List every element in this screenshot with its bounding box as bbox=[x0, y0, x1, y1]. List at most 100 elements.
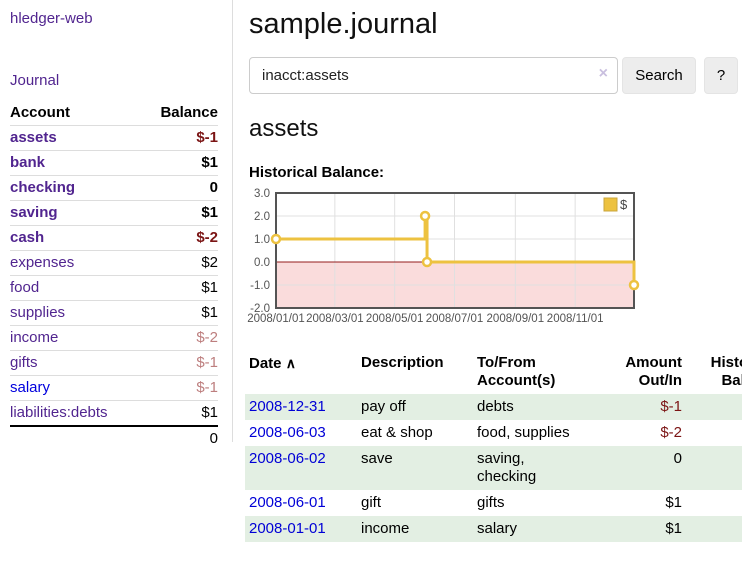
account-link-saving[interactable]: saving bbox=[10, 204, 58, 221]
account-link-bank[interactable]: bank bbox=[10, 154, 46, 171]
sidebar-nav: Journal bbox=[10, 72, 232, 89]
clear-search-icon[interactable]: × bbox=[598, 65, 608, 82]
transaction-date-link[interactable]: 2008-01-01 bbox=[249, 520, 326, 537]
account-link-food[interactable]: food bbox=[10, 279, 40, 296]
account-balance: $-1 bbox=[140, 125, 218, 151]
y-tick-label: 2.0 bbox=[254, 211, 270, 223]
transaction-balance: $1 bbox=[682, 516, 742, 542]
account-name-cell: cash bbox=[10, 225, 141, 251]
account-row: gifts $-1 bbox=[10, 350, 218, 376]
y-tick-label: 0.0 bbox=[254, 257, 270, 269]
transaction-amount: $1 bbox=[665, 520, 682, 537]
account-name-cell: bank bbox=[10, 150, 141, 176]
transaction-accounts: debts bbox=[477, 398, 514, 415]
account-balance: $-1 bbox=[140, 375, 218, 401]
y-tick-label: -2.0 bbox=[250, 303, 270, 315]
account-link-assets[interactable]: assets bbox=[10, 129, 57, 146]
account-link-gifts[interactable]: gifts bbox=[10, 354, 38, 371]
transaction-balance: 0 bbox=[682, 420, 742, 446]
transaction-row: 2008-06-03 eat & shop food, supplies $-20 bbox=[245, 420, 742, 446]
account-name-cell: saving bbox=[10, 200, 141, 226]
register-header-description: Description bbox=[361, 354, 444, 371]
x-tick-label: 2008/03/01 bbox=[306, 313, 364, 325]
account-row: cash $-2 bbox=[10, 225, 218, 251]
transaction-description: gift bbox=[361, 494, 382, 511]
x-tick-label: 2008/09/01 bbox=[487, 313, 545, 325]
account-link-checking[interactable]: checking bbox=[10, 179, 76, 196]
accounts-total-value: 0 bbox=[140, 425, 218, 451]
account-link-income[interactable]: income bbox=[10, 329, 59, 346]
transaction-date-cell: 2008-12-31 bbox=[245, 394, 357, 420]
register-header-balance: Historical Balance bbox=[710, 354, 742, 389]
brand-link[interactable]: hledger-web bbox=[10, 10, 93, 27]
sidebar: hledger-web Journal Account Balance asse… bbox=[0, 0, 233, 451]
transaction-date-link[interactable]: 2008-12-31 bbox=[249, 398, 326, 415]
register-header-row: Date ∧ Description To/From Account(s) Am… bbox=[245, 350, 742, 394]
search-button[interactable]: Search bbox=[622, 57, 696, 94]
page-title: sample.journal bbox=[249, 8, 438, 40]
account-balance: $1 bbox=[140, 200, 218, 226]
sidebar-item-journal[interactable]: Journal bbox=[10, 72, 60, 89]
transaction-balance: $-1 bbox=[682, 394, 742, 420]
account-link-liabilities-debts[interactable]: liabilities:debts bbox=[10, 404, 108, 421]
account-balance: $1 bbox=[140, 150, 218, 176]
transaction-row: 2008-06-01 gift gifts $1$2 bbox=[245, 490, 742, 516]
account-name-cell: salary bbox=[10, 375, 141, 401]
transaction-description: save bbox=[361, 450, 393, 467]
transaction-date-link[interactable]: 2008-06-01 bbox=[249, 494, 326, 511]
transaction-row: 2008-12-31 pay off debts $-1$-1 bbox=[245, 394, 742, 420]
accounts-table: Account Balance assets $-1 bank $1 checking 0… bbox=[10, 101, 218, 451]
account-row: income $-2 bbox=[10, 325, 218, 351]
transaction-amount: $-2 bbox=[660, 424, 682, 441]
account-balance: $-1 bbox=[140, 350, 218, 376]
register-table: Date ∧ Description To/From Account(s) Am… bbox=[245, 350, 742, 542]
account-balance: $1 bbox=[140, 400, 218, 427]
account-name-cell: income bbox=[10, 325, 141, 351]
account-name-cell: assets bbox=[10, 125, 141, 151]
register-header-date-label: Date bbox=[249, 355, 282, 372]
transaction-amount: $1 bbox=[665, 494, 682, 511]
data-point bbox=[419, 210, 431, 222]
y-tick-label: 3.0 bbox=[254, 188, 270, 200]
x-tick-label: 2008/07/01 bbox=[426, 313, 484, 325]
account-balance: $-2 bbox=[140, 325, 218, 351]
transaction-accounts: saving, checking bbox=[477, 450, 537, 485]
search-form: × Search ? bbox=[249, 57, 742, 94]
transaction-date-cell: 2008-01-01 bbox=[245, 516, 357, 542]
transaction-accounts: gifts bbox=[477, 494, 505, 511]
help-button[interactable]: ? bbox=[704, 57, 738, 94]
account-name-cell: food bbox=[10, 275, 141, 301]
transaction-description: eat & shop bbox=[361, 424, 433, 441]
x-tick-label: 2008/11/01 bbox=[547, 313, 604, 325]
account-balance: $-2 bbox=[140, 225, 218, 251]
register-header-accounts: To/From Account(s) bbox=[477, 354, 556, 389]
transaction-date-link[interactable]: 2008-06-02 bbox=[249, 450, 326, 467]
accounts-total-spacer bbox=[10, 425, 141, 451]
data-point bbox=[421, 256, 433, 268]
account-link-expenses[interactable]: expenses bbox=[10, 254, 75, 271]
account-link-salary[interactable]: salary bbox=[10, 379, 51, 396]
register-header-date[interactable]: Date ∧ bbox=[245, 350, 357, 394]
x-tick-label: 2008/05/01 bbox=[366, 313, 424, 325]
account-balance: $2 bbox=[140, 250, 218, 276]
transaction-date-cell: 2008-06-03 bbox=[245, 420, 357, 446]
account-row: expenses $2 bbox=[10, 250, 218, 276]
transaction-date-link[interactable]: 2008-06-03 bbox=[249, 424, 326, 441]
transaction-balance: $2 bbox=[682, 446, 742, 490]
account-row: assets $-1 bbox=[10, 125, 218, 151]
legend-swatch bbox=[603, 197, 618, 212]
account-heading: assets bbox=[249, 115, 319, 142]
transaction-date-cell: 2008-06-02 bbox=[245, 446, 357, 490]
account-row: checking 0 bbox=[10, 175, 218, 201]
transaction-amount: $-1 bbox=[660, 398, 682, 415]
account-balance: 0 bbox=[140, 175, 218, 201]
sort-asc-icon: ∧ bbox=[285, 355, 296, 371]
transaction-balance: $2 bbox=[682, 490, 742, 516]
transaction-amount: 0 bbox=[673, 450, 682, 467]
account-balance: $1 bbox=[140, 300, 218, 326]
search-input[interactable] bbox=[249, 57, 618, 94]
account-link-cash[interactable]: cash bbox=[10, 229, 45, 246]
account-link-supplies[interactable]: supplies bbox=[10, 304, 66, 321]
